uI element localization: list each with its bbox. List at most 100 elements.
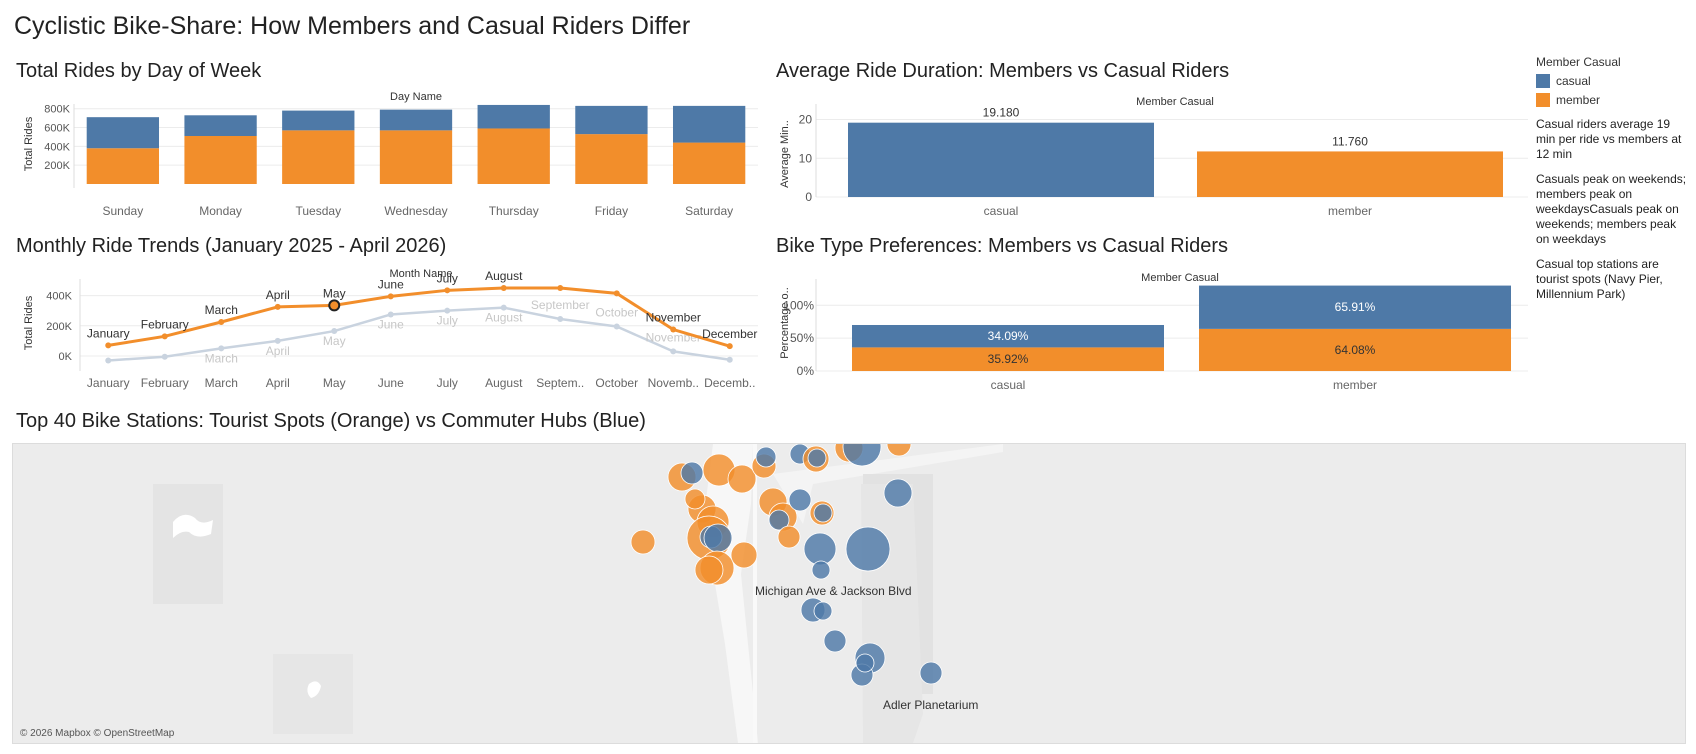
map-park-shape (153, 484, 223, 604)
point-highlighted (105, 342, 112, 349)
bar-casual (86, 117, 160, 149)
point-highlighted (387, 293, 394, 300)
point-label-highlighted: January (87, 326, 130, 340)
bar-member (1197, 151, 1503, 197)
station-point (803, 532, 837, 566)
point-label-highlighted: March (205, 303, 238, 317)
dashboard-title: Cyclistic Bike-Share: How Members and Ca… (14, 12, 691, 40)
x-tick-label: April (266, 376, 290, 390)
station-point (727, 464, 757, 494)
station-point (788, 488, 812, 512)
x-tick-label: January (87, 376, 130, 390)
legend-item-casual[interactable]: casual (1536, 74, 1688, 88)
point-highlighted (274, 303, 281, 310)
rides-by-day-chart[interactable]: Day Name Total Rides 200K 400K 600K 800K Sunda… (0, 90, 770, 225)
data-label: 65.91% (1335, 300, 1376, 314)
point-faded (331, 328, 338, 335)
legend-swatch-member (1536, 93, 1550, 107)
point-faded (557, 315, 564, 322)
bar-casual (672, 105, 746, 143)
point-faded (161, 353, 168, 360)
x-tick-label: Novemb.. (648, 376, 699, 390)
x-tick-label: casual (991, 378, 1026, 392)
station-point (777, 525, 801, 549)
y-tick-label: 0% (797, 364, 815, 378)
map-lagoon-shape (307, 681, 321, 698)
bar-casual (477, 104, 550, 129)
point-label-highlighted: June (378, 277, 404, 291)
data-label: 34.09% (988, 329, 1029, 343)
legend-swatch-casual (1536, 74, 1550, 88)
station-map[interactable]: Michigan Ave & Jackson Blvd Adler Planet… (12, 443, 1686, 744)
bar-casual (852, 324, 1164, 348)
point-label-faded: September (531, 298, 590, 312)
point-label-faded: October (595, 306, 638, 320)
y-tick-label: 400K (44, 141, 70, 153)
station-point (680, 461, 704, 485)
point-faded (500, 304, 507, 311)
x-tick-label: Wednesday (384, 204, 447, 218)
point-label-highlighted: February (141, 317, 189, 331)
point-highlighted (500, 285, 507, 292)
station-map-canvas[interactable]: Michigan Ave & Jackson Blvd Adler Planet… (13, 444, 1685, 743)
chart-header: Day Name (390, 91, 442, 103)
x-tick-label: member (1333, 378, 1377, 392)
x-tick-label: Thursday (489, 204, 539, 218)
map-label-adler-planetarium: Adler Planetarium (883, 698, 978, 712)
point-faded (444, 307, 451, 314)
bike-type-chart[interactable]: Member Casual Percentage o.. 0% 50% 100% 35.9… (770, 265, 1530, 400)
bar-casual (282, 110, 355, 131)
station-points[interactable] (630, 444, 943, 687)
monthly-trends-chart[interactable]: Month Name Total Rides 0K 200K 400K March Apri… (0, 265, 770, 400)
note-top-stations: Casual top stations are tourist spots (N… (1536, 257, 1663, 301)
y-axis-label: Total Rides (23, 295, 35, 350)
y-tick-label: 100% (783, 298, 814, 312)
x-tick-label: Monday (199, 204, 242, 218)
bar-casual (575, 105, 648, 135)
map-road-line (753, 444, 757, 743)
point-label-highlighted: November (646, 311, 701, 325)
line-highlighted (108, 286, 731, 348)
point-label-faded: August (485, 311, 523, 325)
point-highlighted (726, 343, 733, 350)
point-label-faded: March (205, 351, 238, 365)
map-label-michigan-ave: Michigan Ave & Jackson Blvd (755, 584, 912, 598)
point-faded (387, 311, 394, 318)
map-lagoon-shape (173, 514, 213, 538)
station-map-title: Top 40 Bike Stations: Tourist Spots (Ora… (16, 410, 646, 432)
station-point (842, 444, 882, 467)
point-faded (726, 356, 733, 363)
point-faded (670, 348, 677, 355)
y-tick-label: 0K (59, 351, 73, 363)
station-point (883, 478, 913, 508)
avg-duration-chart[interactable]: Member Casual Average Min.. 0 10 20 19.180 cas… (770, 90, 1530, 225)
bike-type-title: Bike Type Preferences: Members vs Casual… (776, 235, 1229, 257)
x-tick-label: March (205, 376, 238, 390)
point-highlighted (161, 333, 168, 340)
chart-header: Month Name (390, 268, 453, 280)
legend-title: Member Casual (1536, 55, 1621, 69)
point-highlighted (444, 287, 451, 294)
station-point (813, 503, 833, 523)
bar-member (852, 347, 1164, 371)
bar-casual (379, 109, 453, 131)
point-highlighted (557, 285, 564, 292)
point-label-faded: July (437, 314, 458, 328)
station-point (684, 488, 706, 510)
y-tick-label: 50% (790, 331, 814, 345)
point-label-highlighted: July (437, 271, 458, 285)
point-highlighted (670, 326, 677, 333)
station-point (823, 629, 847, 653)
y-tick-label: 0 (805, 190, 812, 204)
station-point (855, 653, 875, 673)
x-tick-label: Saturday (685, 204, 733, 218)
note-duration: Casual riders average 19 min per ride vs… (1536, 117, 1682, 161)
y-tick-label: 800K (44, 104, 70, 116)
legend-label-casual: casual (1556, 74, 1591, 88)
x-tick-label: Sunday (103, 204, 144, 218)
y-tick-label: 20 (799, 113, 813, 127)
point-label-faded: April (266, 344, 290, 358)
legend-item-member[interactable]: member (1536, 93, 1688, 107)
bar-casual (1199, 285, 1511, 329)
x-tick-label: Tuesday (295, 204, 341, 218)
